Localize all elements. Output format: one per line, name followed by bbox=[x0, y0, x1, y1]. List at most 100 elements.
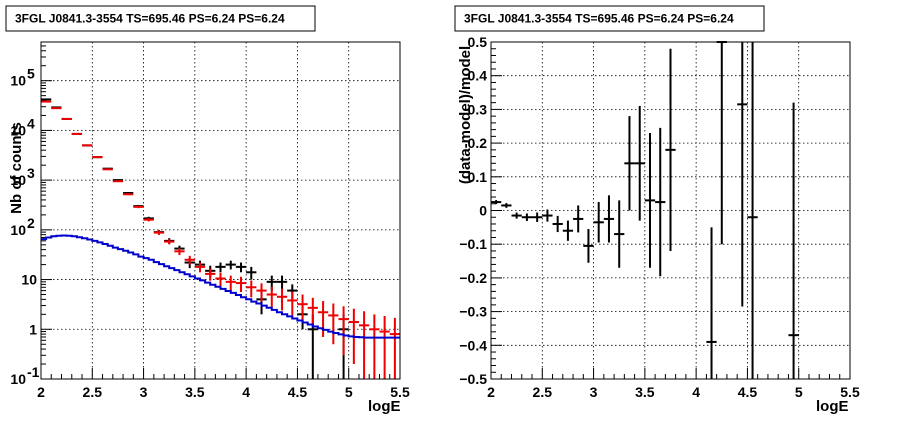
left-background-model-line bbox=[41, 234, 400, 339]
left-x-tick-label: 2 bbox=[37, 384, 45, 400]
left-plot-frame bbox=[40, 41, 401, 380]
left-series-1 bbox=[41, 100, 400, 379]
left-y-tick-exponent: 3 bbox=[27, 165, 35, 181]
right-data-point bbox=[552, 215, 563, 233]
right-data-point bbox=[491, 200, 502, 205]
right-data-point bbox=[542, 209, 553, 222]
right-data-point bbox=[501, 203, 512, 208]
left-data-point bbox=[338, 306, 349, 356]
right-ticks bbox=[490, 41, 851, 380]
right-y-tick-label: −0.3 bbox=[459, 304, 487, 320]
left-x-tick-label: 4.5 bbox=[288, 384, 308, 400]
right-y-tick-label: −0.4 bbox=[459, 337, 487, 353]
left-data-point bbox=[328, 303, 339, 345]
left-data-point bbox=[123, 193, 134, 196]
left-series-2 bbox=[41, 234, 400, 339]
right-x-tick-label: 3 bbox=[590, 384, 598, 400]
left-y-tick-label: 10 bbox=[10, 371, 26, 387]
left-data-point bbox=[266, 286, 277, 308]
right-data-point bbox=[716, 41, 727, 245]
left-y-tick-label: 10 bbox=[10, 122, 26, 138]
left-data-point bbox=[317, 301, 329, 337]
left-data-point bbox=[82, 144, 93, 147]
left-x-tick-label: 3.5 bbox=[185, 384, 205, 400]
right-grid bbox=[491, 42, 850, 379]
left-data-point bbox=[256, 283, 267, 302]
right-data-point bbox=[706, 227, 717, 379]
right-data-point bbox=[665, 48, 676, 251]
left-data-point bbox=[235, 276, 247, 293]
left-data-point bbox=[389, 317, 400, 379]
left-data-point bbox=[215, 262, 226, 273]
residual-plot: 2 2.5 3 3.5 4 4.5 5 5.5 −0.5 −0.4 −0.3 −0.2 −0.1 0 0.1… bbox=[459, 34, 860, 400]
right-x-tick-label: 5 bbox=[795, 384, 803, 400]
right-title-box: 3FGL J0841.3-3554 TS=695.46 PS=6.24 PS=6… bbox=[454, 5, 765, 32]
right-data-point bbox=[614, 200, 625, 268]
right-y-tick-label: 0 bbox=[479, 203, 487, 219]
left-y-tick-label: 10 bbox=[21, 272, 37, 288]
left-x-tick-label: 4 bbox=[242, 384, 250, 400]
right-x-tick-label: 5.5 bbox=[840, 384, 860, 400]
left-y-tick-label: 1 bbox=[29, 321, 37, 337]
right-plot-frame bbox=[490, 41, 851, 380]
right-data-point bbox=[511, 212, 522, 219]
right-data-point bbox=[624, 116, 635, 211]
right-data-point bbox=[788, 102, 799, 379]
left-x-tick-label: 2.5 bbox=[83, 384, 103, 400]
left-data-point bbox=[358, 311, 370, 379]
left-y-tick-exponent: 5 bbox=[27, 66, 35, 82]
left-data-point bbox=[276, 275, 288, 291]
right-y-tick-label: 0.3 bbox=[468, 101, 488, 117]
left-data-point bbox=[225, 275, 236, 291]
right-x-tick-label: 4.5 bbox=[738, 384, 758, 400]
right-x-tick-label: 4 bbox=[692, 384, 700, 400]
right-data-point bbox=[532, 212, 543, 222]
left-data-point bbox=[102, 168, 113, 171]
left-y-tick-label: 10 bbox=[10, 73, 26, 89]
left-data-point bbox=[225, 260, 236, 270]
left-data-point bbox=[143, 218, 154, 222]
left-y-tick-exponent: 4 bbox=[27, 115, 35, 131]
left-x-tick-label: 5.5 bbox=[390, 384, 410, 400]
right-data-point bbox=[583, 229, 594, 263]
right-y-tick-label: −0.5 bbox=[459, 371, 487, 387]
left-data-point bbox=[194, 262, 206, 273]
left-data-point bbox=[246, 280, 257, 298]
left-data-point bbox=[246, 266, 257, 280]
left-data-point bbox=[297, 294, 308, 323]
left-data-point bbox=[153, 230, 165, 235]
left-data-point bbox=[276, 288, 288, 311]
right-y-tick-label: 0.1 bbox=[468, 169, 488, 185]
left-data-point bbox=[164, 239, 175, 245]
right-y-tick-label: −0.2 bbox=[459, 270, 487, 286]
left-data-point bbox=[92, 156, 103, 159]
right-data-point bbox=[655, 127, 666, 277]
left-data-point bbox=[287, 291, 298, 316]
right-y-tick-label: −0.1 bbox=[459, 236, 487, 252]
right-x-tick-label: 2.5 bbox=[533, 384, 553, 400]
right-y-axis-label: (data-model)/model bbox=[457, 46, 474, 184]
right-data-point bbox=[634, 106, 645, 221]
left-title-box: 3FGL J0841.3-3554 TS=695.46 PS=6.24 PS=6… bbox=[5, 5, 316, 32]
right-y-tick-label: 0.2 bbox=[468, 135, 488, 151]
left-grid bbox=[41, 42, 400, 379]
left-data-point bbox=[205, 268, 216, 281]
right-data-point bbox=[603, 195, 615, 243]
right-data-point bbox=[747, 42, 758, 379]
right-x-tick-label: 3.5 bbox=[635, 384, 655, 400]
right-x-axis-label: logE bbox=[816, 398, 849, 415]
right-chart-title: 3FGL J0841.3-3554 TS=695.46 PS=6.24 PS=6… bbox=[464, 12, 734, 26]
right-data-point bbox=[737, 42, 748, 307]
left-data-point bbox=[215, 272, 226, 287]
left-x-tick-label: 5 bbox=[345, 384, 353, 400]
left-data-point bbox=[174, 248, 185, 256]
left-y-tick-exponent: -1 bbox=[27, 364, 40, 380]
left-y-tick-exponent: 2 bbox=[27, 215, 35, 231]
right-y-tick-label: 0.4 bbox=[468, 68, 488, 84]
left-y-tick-label: 10 bbox=[10, 172, 26, 188]
left-y-tick-label: 10 bbox=[10, 222, 26, 238]
right-data-point bbox=[644, 132, 656, 268]
left-data-point bbox=[184, 255, 195, 265]
